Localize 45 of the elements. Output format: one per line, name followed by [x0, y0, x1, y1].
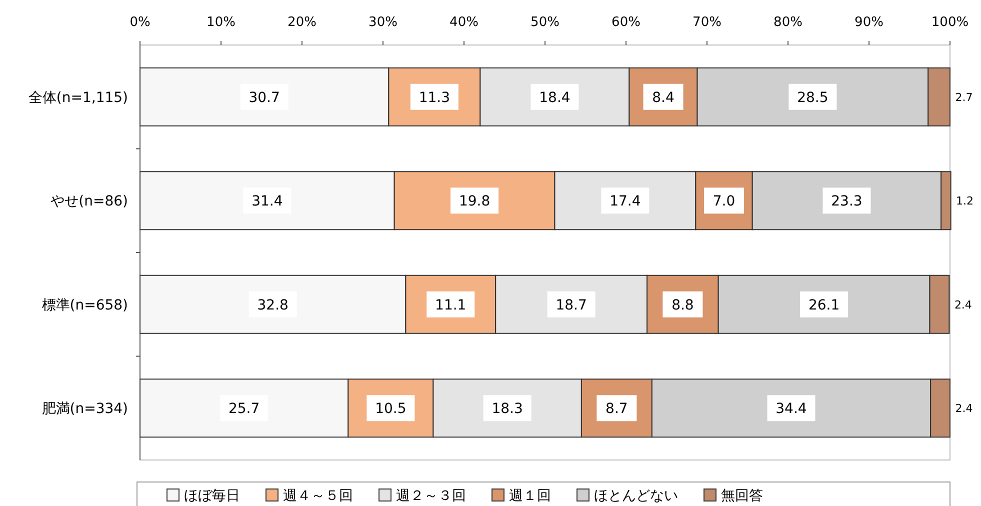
- legend-label: 週４～５回: [283, 488, 353, 504]
- data-label: 11.3: [418, 90, 450, 106]
- data-label: 8.7: [606, 401, 628, 418]
- data-label: 8.4: [652, 90, 674, 106]
- data-label: 25.7: [228, 401, 260, 418]
- x-tick-label: 40%: [450, 15, 478, 30]
- x-tick-label: 80%: [774, 15, 802, 30]
- data-label: 10.5: [375, 401, 406, 418]
- legend-label: 無回答: [721, 488, 763, 504]
- x-tick-label: 60%: [612, 15, 640, 30]
- data-label: 32.8: [257, 297, 288, 314]
- data-label: 19.8: [458, 194, 490, 210]
- x-tick-label: 50%: [530, 15, 560, 30]
- data-label: 1.2: [956, 194, 974, 208]
- x-tick-label: 10%: [206, 15, 236, 30]
- data-label: 7.0: [712, 194, 736, 210]
- x-tick-label: 20%: [288, 15, 316, 30]
- data-label: 8.8: [672, 297, 694, 314]
- data-label: 31.4: [252, 194, 283, 210]
- data-label: 2.4: [954, 298, 972, 312]
- data-label: 30.7: [248, 90, 280, 106]
- x-tick-label: 100%: [931, 15, 969, 30]
- data-label: 18.4: [539, 90, 570, 106]
- x-tick-label: 90%: [854, 15, 884, 30]
- legend-label: ほとんどない: [594, 488, 678, 504]
- data-label: 11.1: [435, 297, 466, 314]
- data-label: 28.5: [797, 90, 828, 106]
- legend-label: ほぼ毎日: [184, 488, 240, 504]
- x-tick-label: 70%: [692, 15, 722, 30]
- x-tick-label: 30%: [368, 15, 398, 30]
- data-label: 18.7: [556, 297, 587, 314]
- data-label: 26.1: [808, 297, 840, 314]
- data-label: 23.3: [831, 194, 862, 210]
- data-label: 18.3: [492, 401, 523, 418]
- y-tick-label: 全体(n=1,115): [28, 90, 128, 106]
- legend-label: 週２～３回: [396, 488, 466, 504]
- data-label: 2.4: [955, 402, 973, 416]
- data-label: 2.7: [955, 90, 973, 104]
- data-label: 34.4: [776, 401, 807, 418]
- legend-label: 週１回: [509, 488, 551, 504]
- y-tick-label: やせ(n=86): [50, 194, 128, 210]
- y-tick-label: 肥満(n=334): [42, 401, 128, 418]
- y-tick-label: 標準(n=658): [42, 297, 128, 314]
- x-tick-label: 0%: [130, 15, 150, 30]
- data-label: 17.4: [610, 194, 641, 210]
